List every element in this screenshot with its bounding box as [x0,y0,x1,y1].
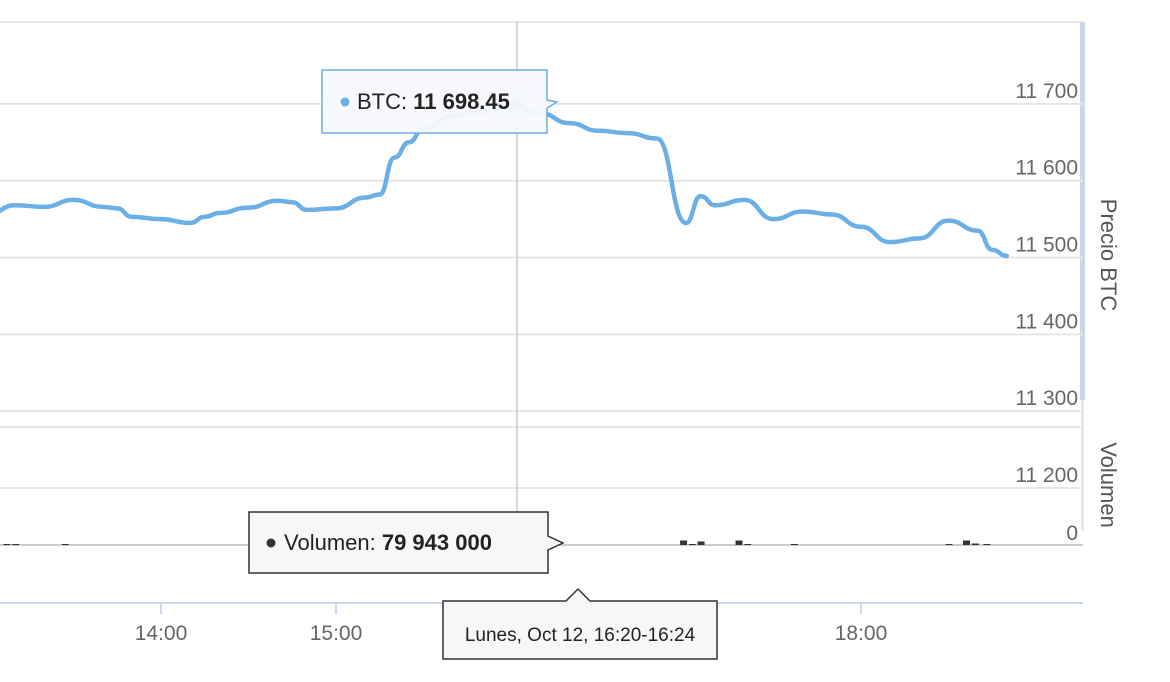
price-tooltip-label: BTC: [357,89,413,114]
time-tooltip: Lunes, Oct 12, 16:20-16:24 [442,587,718,660]
price-navigator-bar [1080,22,1085,400]
x-tick-label: 15:00 [310,622,363,645]
axis-titles: Precio BTC Volumen [1096,199,1121,528]
volume-bar [971,543,979,545]
volume-bar [735,540,743,545]
price-tooltip-box [321,69,560,134]
volume-bar [688,544,696,545]
volume-tooltip-value: 79 943 000 [382,530,492,555]
x-tick-label: 14:00 [135,622,188,645]
volume-bar [963,540,970,545]
volume-bar [697,541,705,545]
volume-bar [3,544,11,545]
price-tick-label: 11 400 [1015,310,1078,333]
price-tick-label: 11 500 [1015,234,1078,257]
volume-bar [983,544,991,545]
time-tooltip-text: Lunes, Oct 12, 16:20-16:24 [465,625,696,646]
volume-tick-label: 0 [1066,522,1078,545]
volume-navigator-bar [1081,400,1084,530]
x-tick-label: 18:00 [835,622,888,645]
price-tooltip-text: BTC: 11 698.45 [357,89,510,114]
volume-tooltip: Volumen: 79 943 000 [248,511,565,574]
volume-bar [61,544,69,545]
price-tick-label: 11 600 [1015,157,1078,180]
volume-bar [790,544,798,545]
price-axis-title: Precio BTC [1096,199,1121,312]
volume-axis-title: Volumen [1096,442,1121,528]
price-tick-label: 11 200 [1015,464,1078,487]
price-tooltip-dot [340,97,350,107]
volume-bar [744,544,752,545]
volume-bar [12,544,20,545]
volume-tooltip-box [248,511,565,574]
time-tooltip-box [442,587,718,660]
volume-tooltip-text: Volumen: 79 943 000 [284,530,492,555]
volume-tooltip-dot [266,538,276,548]
tick-labels: 11 200 11 300 11 400 11 500 11 600 11 700 0 14:… [135,80,1078,645]
price-tick-label: 11 700 [1015,80,1078,103]
price-tooltip-value: 11 698.45 [413,89,510,114]
series-layer [0,89,1010,545]
price-tick-label: 11 300 [1015,387,1078,410]
tooltip-layer: BTC: 11 698.45 Volumen: 79 943 000 Lunes, … [248,69,718,660]
volume-bar [945,544,953,545]
price-tooltip: BTC: 11 698.45 [321,69,560,134]
volume-bar [680,540,688,545]
volume-tooltip-label: Volumen: [284,530,382,555]
